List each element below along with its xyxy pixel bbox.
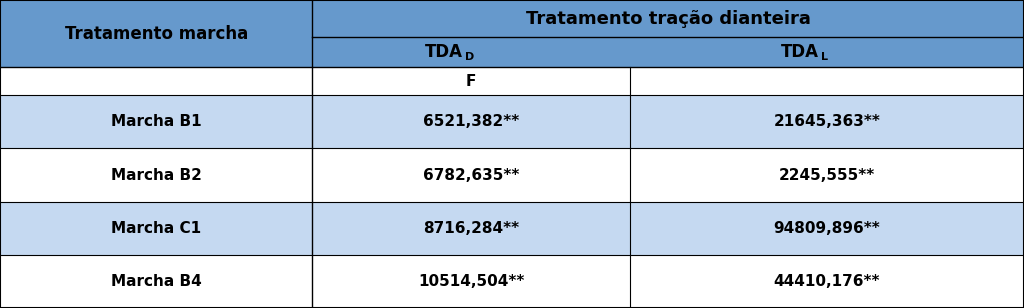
Bar <box>0 0 312 67</box>
Text: F: F <box>466 74 476 89</box>
Text: 21645,363**: 21645,363** <box>773 114 881 129</box>
Text: TDA: TDA <box>425 43 463 61</box>
Text: 2245,555**: 2245,555** <box>779 168 874 183</box>
Bar <box>312 37 630 67</box>
Text: Marcha B1: Marcha B1 <box>111 114 202 129</box>
Bar <box>0 67 1024 95</box>
Text: 6521,382**: 6521,382** <box>423 114 519 129</box>
Bar <box>312 0 1024 37</box>
Bar <box>630 37 1024 67</box>
Text: L: L <box>821 52 827 62</box>
Text: 44410,176**: 44410,176** <box>773 274 881 289</box>
Bar <box>0 95 1024 148</box>
Text: D: D <box>465 52 474 62</box>
Text: Marcha C1: Marcha C1 <box>111 221 202 236</box>
Bar <box>0 148 1024 202</box>
Text: TDA: TDA <box>780 43 819 61</box>
Text: 6782,635**: 6782,635** <box>423 168 519 183</box>
Text: 10514,504**: 10514,504** <box>418 274 524 289</box>
Bar <box>0 255 1024 308</box>
Text: 94809,896**: 94809,896** <box>773 221 881 236</box>
Text: Tratamento tração dianteira: Tratamento tração dianteira <box>525 10 811 27</box>
Text: Marcha B2: Marcha B2 <box>111 168 202 183</box>
Bar <box>0 202 1024 255</box>
Text: 8716,284**: 8716,284** <box>423 221 519 236</box>
Text: Marcha B4: Marcha B4 <box>111 274 202 289</box>
Text: Tratamento marcha: Tratamento marcha <box>65 25 248 43</box>
